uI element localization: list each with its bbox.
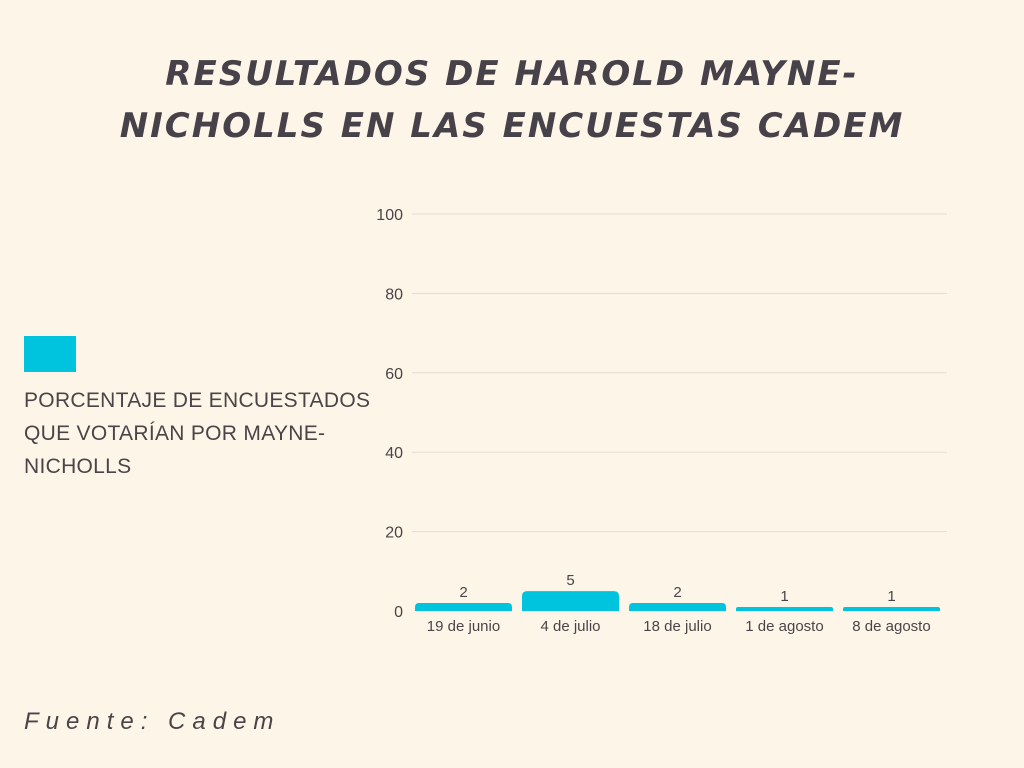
bar bbox=[629, 603, 726, 611]
data-label: 1 bbox=[780, 588, 788, 605]
x-tick-label: 18 de julio bbox=[643, 618, 711, 635]
bar bbox=[522, 591, 619, 611]
y-tick-label: 20 bbox=[385, 525, 403, 542]
x-tick-label: 4 de julio bbox=[540, 618, 600, 635]
y-tick-label: 60 bbox=[385, 366, 403, 383]
data-label: 1 bbox=[887, 588, 895, 605]
chart-title: RESULTADOS DE HAROLD MAYNE-NICHOLLS EN L… bbox=[119, 54, 905, 146]
y-tick-label: 100 bbox=[376, 207, 403, 224]
data-label: 2 bbox=[459, 584, 467, 601]
data-label: 5 bbox=[566, 572, 574, 589]
y-tick-label: 0 bbox=[394, 604, 403, 621]
legend-swatch bbox=[24, 336, 76, 372]
x-tick-label: 1 de agosto bbox=[745, 618, 823, 635]
x-tick-label: 8 de agosto bbox=[852, 618, 930, 635]
source-note: Fuente: Cadem bbox=[24, 708, 281, 735]
bar bbox=[843, 607, 940, 611]
chart-legend: PORCENTAJE DE ENCUESTADOS QUE VOTARÍAN P… bbox=[24, 336, 394, 483]
y-tick-label: 40 bbox=[385, 445, 403, 462]
legend-label: PORCENTAJE DE ENCUESTADOS QUE VOTARÍAN P… bbox=[24, 389, 371, 478]
y-tick-label: 80 bbox=[385, 286, 403, 303]
data-label: 2 bbox=[673, 584, 681, 601]
bar bbox=[736, 607, 833, 611]
bar bbox=[415, 603, 512, 611]
x-tick-label: 19 de junio bbox=[427, 618, 500, 635]
